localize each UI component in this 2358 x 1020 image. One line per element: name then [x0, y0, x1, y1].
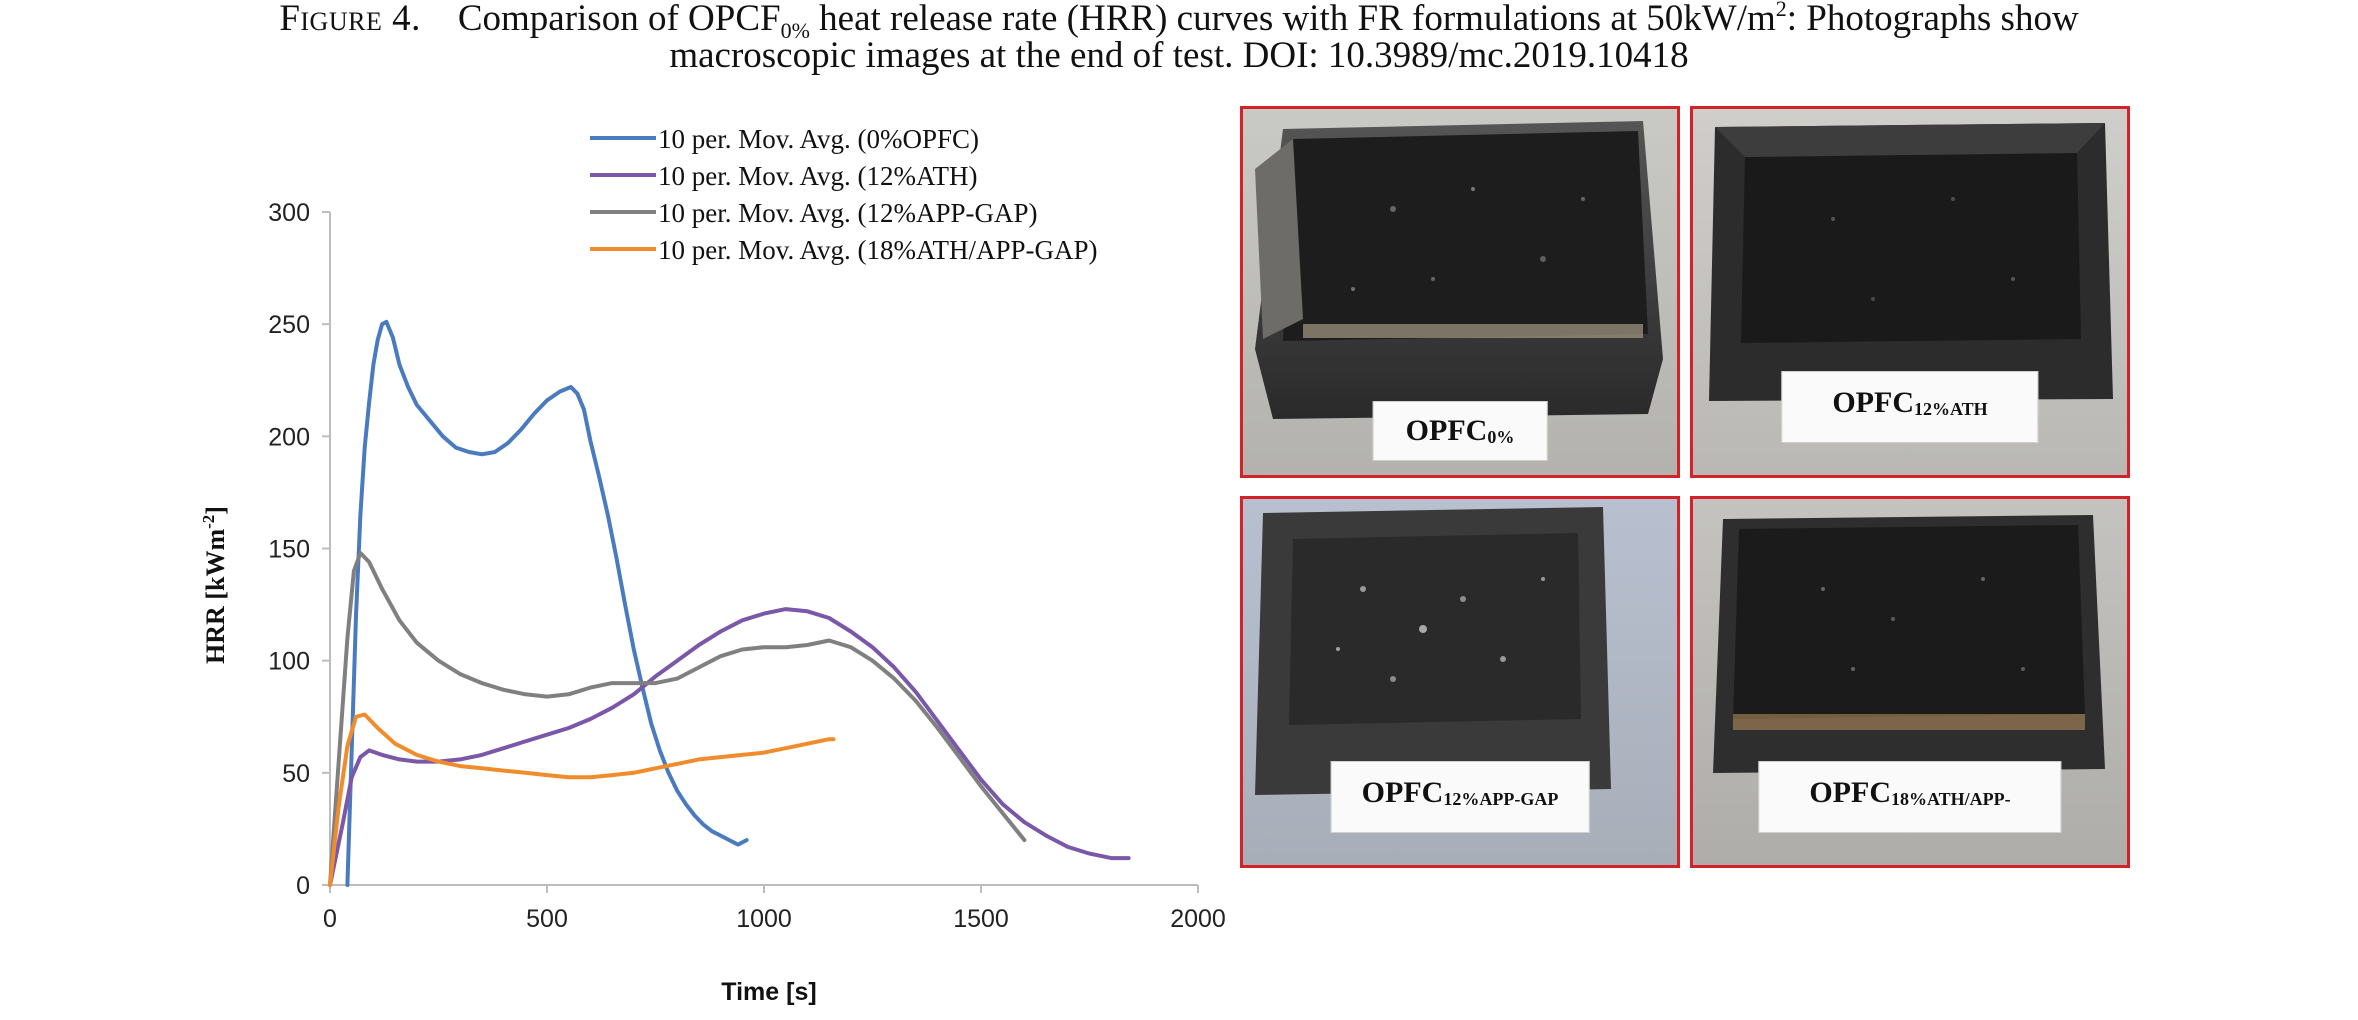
y-tick-label: 50 [282, 760, 310, 788]
x-tick-label: 1500 [953, 905, 1009, 933]
caption-superscript: 2 [1775, 0, 1787, 21]
sample-photographs: OPFC0% OPFC12%ATH OPFC12%APP-GAP [1240, 106, 2140, 878]
legend-label-1: 10 per. Mov. Avg. (12%ATH) [658, 161, 977, 191]
caption-line-1: Figure 4. Comparison of OPCF0% heat rele… [0, 0, 2358, 42]
figure-number: Figure 4. [279, 0, 421, 39]
series-line-3 [328, 712, 836, 887]
caption-line-2: macroscopic images at the end of test. D… [669, 35, 1689, 76]
photo-label-2-sub: 12%APP-GAP [1443, 789, 1559, 809]
x-tick-label: 0 [323, 905, 337, 933]
chart-series-lines [328, 319, 1131, 887]
series-line-0 [345, 319, 749, 887]
photo-image-2 [1243, 499, 1677, 865]
y-axis-label: HRR [kWm-2] [199, 506, 230, 664]
y-axis-label-text: HRR [kWm [201, 529, 230, 664]
y-tick-label: 300 [268, 199, 310, 227]
photo-label-0-text: OPFC [1405, 414, 1488, 447]
photo-label-0-sub: 0% [1487, 427, 1515, 447]
photo-label-3-sub: 18%ATH/APP- [1891, 789, 2011, 809]
photo-label-1-text: OPFC [1832, 386, 1914, 419]
photo-opfc-18-ath-app-gap: OPFC18%ATH/APP- [1690, 496, 2130, 868]
y-tick-label: 100 [268, 648, 310, 676]
photo-opfc-12-ath: OPFC12%ATH [1690, 106, 2130, 478]
photo-label-3-text: OPFC [1809, 776, 1891, 809]
hrr-line-chart: 10 per. Mov. Avg. (0%OPFC) 10 per. Mov. A… [199, 124, 1226, 1006]
legend-label-2: 10 per. Mov. Avg. (12%APP-GAP) [658, 198, 1038, 228]
photo-label-0: OPFC0% [1372, 401, 1548, 461]
photo-opfc-12-app-gap: OPFC12%APP-GAP [1240, 496, 1680, 868]
x-tick-label: 2000 [1170, 905, 1226, 933]
chart-axes: 0 500 1000 1500 2000 0 50 100 150 200 250 300 [268, 199, 1226, 933]
y-tick-label: 150 [268, 536, 310, 564]
series-line-1 [328, 607, 1131, 887]
y-tick-label: 0 [296, 872, 310, 900]
chart-legend: 10 per. Mov. Avg. (0%OPFC) 10 per. Mov. A… [590, 124, 1098, 265]
caption-text-b: heat release rate (HRR) curves with FR f… [809, 0, 1776, 39]
figure-caption: Figure 4. Comparison of OPCF0% heat rele… [0, 0, 2358, 74]
series-line-2 [328, 551, 1027, 887]
caption-text-c: : Photographs show [1786, 0, 2079, 39]
y-axis-label-sup: -2 [199, 515, 218, 529]
caption-subscript: 0% [780, 18, 810, 43]
x-tick-label: 500 [526, 905, 568, 933]
x-axis-label: Time [s] [721, 978, 816, 1006]
y-tick-label: 250 [268, 311, 310, 339]
x-tick-label: 1000 [736, 905, 792, 933]
photo-label-2-text: OPFC [1361, 776, 1444, 809]
legend-label-0: 10 per. Mov. Avg. (0%OPFC) [658, 124, 979, 154]
caption-text-a: Comparison of OPCF [457, 0, 781, 39]
photo-label-2: OPFC12%APP-GAP [1330, 761, 1590, 833]
photo-label-1: OPFC12%ATH [1781, 371, 2039, 443]
legend-label-3: 10 per. Mov. Avg. (18%ATH/APP-GAP) [658, 235, 1098, 265]
y-tick-label: 200 [268, 423, 310, 451]
photo-opfc-0: OPFC0% [1240, 106, 1680, 478]
photo-label-1-sub: 12%ATH [1913, 399, 1988, 419]
y-axis-label-end: ] [201, 506, 230, 515]
photo-label-3: OPFC18%ATH/APP- [1758, 761, 2062, 833]
